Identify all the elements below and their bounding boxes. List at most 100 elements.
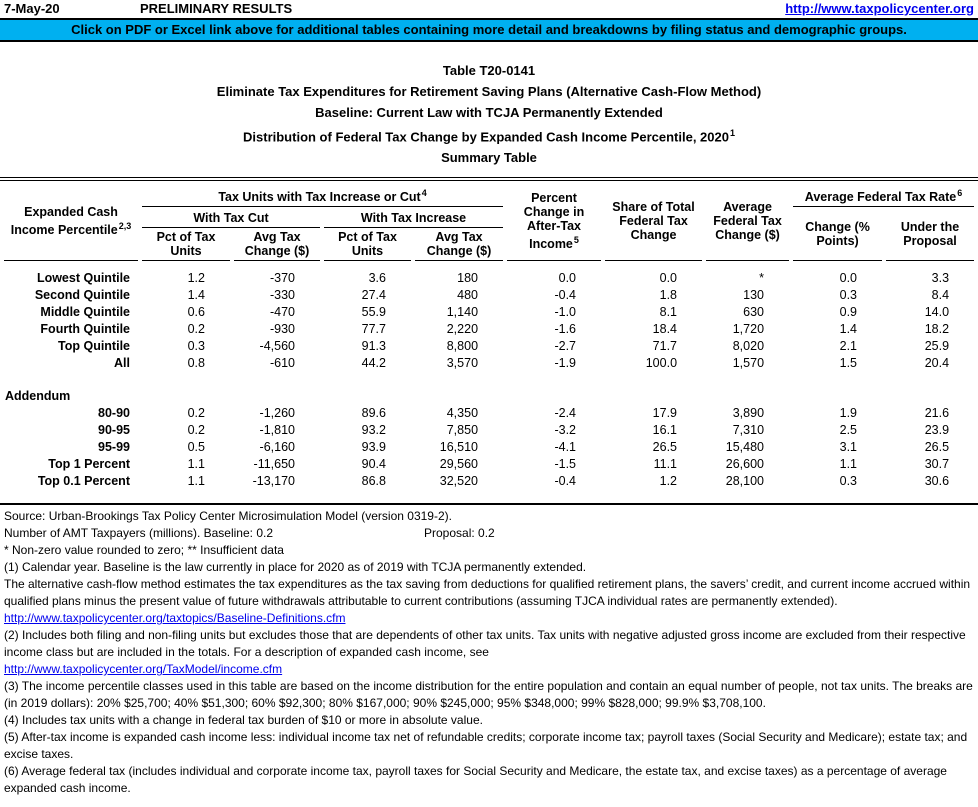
table-cell: 18.4 [652,322,678,337]
row-label: Second Quintile [34,288,130,303]
table-cell: 0.8 [187,356,205,371]
table-cell: 0.0 [659,271,678,286]
table-cell: -0.4 [554,288,577,303]
table-row: Middle Quintile 0.6 -470 55.9 1,140 -1.0 8.1 63… [4,304,974,321]
table-cell: 1.2 [659,474,678,489]
footnote-line: http://www.taxpolicycenter.org/taxtopics… [4,610,974,627]
table-cell: -6,160 [259,440,295,455]
preliminary-results-label: PRELIMINARY RESULTS [140,1,293,16]
table-cell: 0.0 [839,271,858,286]
col-header-expanded-cash-income-percentile: Expanded Cash Income Percentile2,3 [4,181,138,262]
summary-table-wrapper: Expanded Cash Income Percentile2,3 Tax U… [0,177,978,505]
report-date: 7-May-20 [4,1,60,16]
title-block: Table T20-0141 Eliminate Tax Expenditures… [0,60,978,168]
superscript: 5 [573,234,579,245]
table-row: Lowest Quintile 1.2 -370 3.6 180 0.0 0.0 * 0.0 3.… [4,261,974,287]
table-cell: 25.9 [924,339,950,354]
table-cell: -1.9 [554,356,577,371]
footnote-link[interactable]: http://www.taxpolicycenter.org/taxtopics… [4,610,346,625]
superscript: 4 [421,188,427,199]
table-cell: 4,350 [446,406,479,421]
table-cell: 7,310 [732,423,765,438]
table-row: All 0.8 -610 44.2 3,570 -1.9 100.0 1,570 1.5 20.4 [4,355,974,372]
table-cell: 26.5 [924,440,950,455]
table-row: Fourth Quintile 0.2 -930 77.7 2,220 -1.6 18.4 1… [4,321,974,338]
row-label: 95-99 [98,440,130,455]
table-cell: 1.5 [839,356,858,371]
table-cell: 0.3 [839,474,858,489]
row-label: All [114,356,130,371]
col-header-rate-change-points: Change (% Points) [793,207,883,262]
col-group-tax-units-increase-or-cut: Tax Units with Tax Increase or Cut4 [142,181,504,208]
table-cell: 0.2 [187,322,205,337]
table-cell: 0.6 [187,305,205,320]
title-line: Distribution of Federal Tax Change by Ex… [243,128,735,145]
table-cell: 0.3 [839,288,858,303]
table-cell: 3.6 [368,271,386,286]
table-cell: 93.9 [361,440,386,455]
table-cell: 11.1 [653,457,678,472]
table-cell: 130 [743,288,765,303]
col-subgroup-with-tax-cut: With Tax Cut [142,207,320,229]
table-cell: -1,810 [259,423,295,438]
row-label: Lowest Quintile [36,271,130,286]
table-cell: -930 [269,322,295,337]
footnote-line: Number of AMT Taxpayers (millions). Base… [4,525,974,542]
table-cell: 1.1 [187,474,205,489]
table-cell: -0.4 [554,474,577,489]
table-cell: 30.7 [924,457,950,472]
row-label: Top Quintile [58,339,130,354]
table-cell: 1,140 [446,305,479,320]
footnote-line: (2) Includes both filing and non-filing … [4,627,966,659]
table-cell: 1.2 [187,271,205,286]
col-header-pct-of-tax-units-increase: Pct of Tax Units [324,228,411,262]
col-header-share-of-total-federal-tax-change: Share of Total Federal Tax Change [605,181,703,262]
table-cell: 1,720 [732,322,765,337]
table-row [4,372,974,388]
table-cell: 0.9 [839,305,858,320]
table-cell: -1.6 [554,322,577,337]
table-cell: 1.4 [839,322,858,337]
footnote-link[interactable]: http://www.taxpolicycenter.org/TaxModel/… [4,661,283,676]
table-cell: 14.0 [924,305,950,320]
table-row: 95-99 0.5 -6,160 93.9 16,510 -4.1 26.5 15,480 3.… [4,439,974,456]
table-cell: 26,600 [725,457,765,472]
superscript: 2,3 [118,220,132,231]
superscript: 6 [957,188,963,199]
table-cell: 7,850 [446,423,479,438]
table-cell: 27.4 [361,288,386,303]
table-cell: -610 [269,356,295,371]
footnote-line: Source: Urban-Brookings Tax Policy Cente… [4,508,452,523]
table-cell: 8.1 [659,305,678,320]
col-header-avg-tax-change-increase: Avg Tax Change ($) [415,228,504,262]
table-cell: 89.6 [361,406,386,421]
table-row: Second Quintile 1.4 -330 27.4 480 -0.4 1.8 130 0… [4,287,974,304]
taxpolicycenter-link[interactable]: http://www.taxpolicycenter.org [785,1,974,16]
table-cell: 1,570 [732,356,765,371]
table-cell: 1.1 [839,457,858,472]
footnote-line: The alternative cash-flow method estimat… [4,576,971,608]
row-label: 80-90 [98,406,130,421]
col-header-average-federal-tax-change: Average Federal Tax Change ($) [706,181,790,262]
table-cell: 18.2 [924,322,950,337]
table-cell: 8,020 [732,339,765,354]
table-cell: 8,800 [446,339,479,354]
table-cell: 29,560 [439,457,479,472]
table-cell: -4.1 [554,440,577,455]
table-cell: 2,220 [446,322,479,337]
table-cell: 2.5 [839,423,858,438]
row-label: Top 0.1 Percent [37,474,130,489]
table-cell: 26.5 [652,440,678,455]
table-cell: 77.7 [361,322,386,337]
table-cell: 16,510 [439,440,479,455]
table-cell: -370 [269,271,295,286]
col-header-avg-tax-change-cut: Avg Tax Change ($) [234,228,320,262]
col-group-average-federal-tax-rate: Average Federal Tax Rate6 [793,181,975,208]
table-cell: 480 [457,288,479,303]
info-banner-text: Click on PDF or Excel link above for add… [71,22,907,37]
table-cell: 0.0 [558,271,577,286]
title-line: Summary Table [441,150,537,166]
col-header-pct-of-tax-units-cut: Pct of Tax Units [142,228,230,262]
table-cell: -330 [269,288,295,303]
table-cell: 16.1 [652,423,678,438]
